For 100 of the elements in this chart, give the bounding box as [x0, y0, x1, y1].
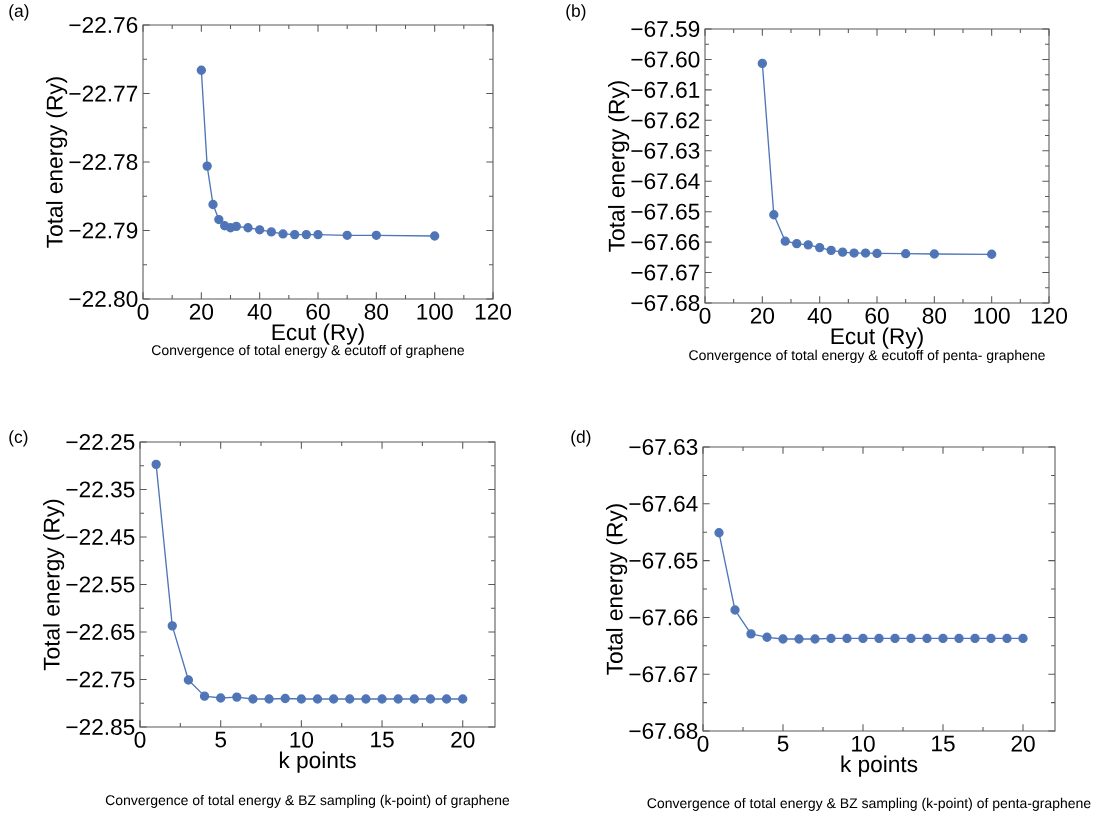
point [393, 694, 403, 704]
point [441, 694, 452, 704]
x-tick-label: 15 [371, 731, 394, 748]
point [757, 58, 768, 69]
x-tick-label: 40 [247, 303, 272, 320]
y-tick-label: −67.63 [629, 438, 698, 456]
y-tick-label: −67.65 [629, 552, 698, 569]
y-tick-label: −67.68 [631, 294, 700, 312]
point [730, 605, 740, 615]
x-tick-label: 20 [1011, 735, 1035, 752]
x-tick-label: 120 [475, 303, 512, 320]
point [858, 633, 868, 644]
point [296, 694, 307, 704]
point [872, 248, 882, 259]
point [906, 633, 916, 644]
y-tick-label: −22.45 [66, 528, 135, 546]
point [196, 65, 206, 75]
point [458, 694, 468, 704]
x-tick-label: 0 [137, 303, 149, 320]
y-tick-label: −67.59 [631, 20, 700, 38]
point [345, 694, 355, 704]
point [986, 633, 996, 644]
point [183, 675, 194, 685]
x-tick-label: 120 [1031, 307, 1068, 324]
point [167, 621, 177, 631]
x-axis-title: Ecut (Ry) [831, 327, 923, 349]
x-tick-label: 40 [807, 307, 832, 324]
point [778, 634, 788, 644]
point [954, 633, 964, 644]
y-tick-label: −22.79 [69, 222, 138, 239]
y-tick-label: −67.66 [629, 609, 698, 626]
point [803, 240, 813, 250]
point [361, 694, 371, 704]
y-axis-title: Total energy (Ry) [608, 81, 630, 252]
x-tick-label: 60 [306, 303, 330, 320]
y-tick-label: −67.65 [631, 203, 700, 220]
y-tick-label: −22.65 [66, 623, 135, 641]
y-tick-label: −22.25 [66, 433, 135, 451]
point [151, 459, 161, 469]
x-tick-label: 10 [290, 731, 314, 748]
x-axis-title: k points [841, 755, 918, 777]
y-tick-label: −67.63 [631, 142, 700, 159]
point [255, 225, 265, 235]
point [199, 691, 210, 701]
point [987, 249, 997, 259]
point [409, 694, 419, 704]
y-tick-label: −67.67 [629, 666, 698, 683]
point [264, 694, 274, 704]
y-tick-label: −67.61 [631, 81, 700, 98]
text: Convergence of total energy & BZ sampling (k-point) of graphene [105, 794, 510, 808]
point [243, 223, 253, 233]
point [231, 221, 241, 232]
point [425, 694, 436, 704]
point [208, 199, 218, 210]
y-tick-label: −67.64 [631, 173, 700, 190]
point [769, 210, 779, 220]
text: Convergence of total energy & ecutoff of penta- graphene [689, 349, 1045, 363]
x-tick-label: 100 [974, 307, 1010, 324]
point [890, 633, 900, 644]
y-axis-title: Total energy (Ry) [43, 499, 65, 671]
y-tick-label: −67.62 [631, 112, 700, 129]
text: (a) [9, 4, 29, 21]
point [794, 634, 804, 644]
point [874, 633, 884, 644]
x-tick-label: 80 [364, 303, 389, 320]
x-tick-label: 80 [922, 307, 947, 324]
point [842, 633, 852, 644]
x-tick-label: 5 [215, 731, 227, 748]
y-tick-label: −67.60 [631, 51, 700, 68]
point [746, 629, 756, 639]
point [762, 632, 772, 642]
point [810, 634, 820, 644]
y-tick-label: −22.75 [66, 671, 135, 688]
point [792, 238, 802, 249]
point [430, 231, 440, 241]
point [266, 227, 277, 237]
point [860, 248, 871, 258]
point [1018, 633, 1028, 644]
x-axis-title: Ecut (Ry) [272, 323, 364, 345]
x-axis-title: k points [279, 751, 356, 773]
point [290, 229, 300, 240]
point [815, 242, 825, 253]
y-tick-label: −67.68 [629, 722, 698, 740]
point [780, 236, 790, 246]
y-tick-label: −22.35 [66, 481, 135, 498]
y-tick-label: −22.77 [69, 85, 138, 102]
point [278, 229, 288, 239]
y-tick-label: −22.78 [69, 153, 138, 171]
point [377, 694, 387, 704]
point [312, 694, 323, 704]
text: (c) [9, 430, 28, 447]
point [232, 692, 242, 702]
y-axis-title: Total energy (Ry) [46, 77, 68, 248]
x-tick-label: 60 [865, 307, 889, 324]
point [313, 229, 323, 240]
y-tick-label: −22.55 [66, 576, 135, 593]
x-tick-label: 0 [134, 731, 146, 748]
point [826, 633, 836, 644]
x-tick-label: 10 [852, 735, 875, 752]
text: (b) [566, 4, 586, 21]
